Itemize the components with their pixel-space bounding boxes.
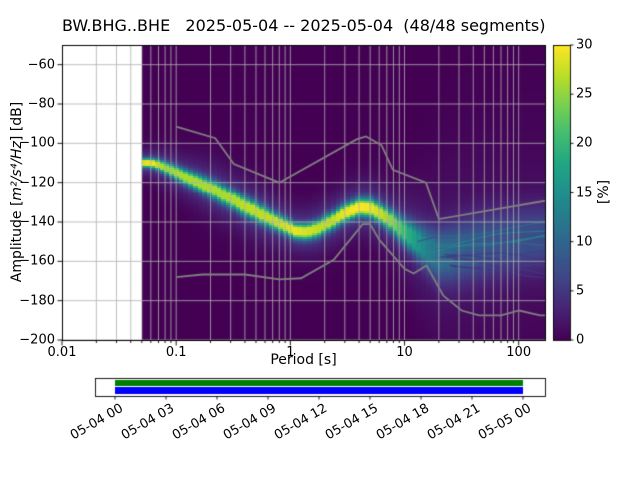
x-tick-label: 10: [396, 345, 413, 360]
timeline-tick-label: 05-04 00: [67, 401, 126, 444]
timeline-tick-label: 05-04 03: [118, 401, 177, 444]
y-tick-label: −60: [27, 57, 55, 73]
colorbar-tick-label: 15: [576, 185, 593, 200]
timeline-tick-label: 05-04 06: [169, 401, 228, 444]
y-tick-label: −160: [19, 253, 55, 269]
timeline-tick-label: 05-04 12: [271, 401, 330, 444]
x-tick-label: 0.01: [47, 345, 77, 360]
y-tick-label: −100: [19, 135, 55, 151]
y-tick-label: −140: [19, 214, 55, 230]
colorbar-tick-label: 0: [576, 332, 585, 348]
y-tick-label: −200: [19, 332, 55, 348]
timeline-tick-label: 05-04 18: [373, 401, 432, 444]
timeline-tick-label: 05-04 15: [322, 401, 381, 444]
colorbar-tick-label: 5: [576, 283, 585, 299]
y-axis-label-prefix: Amplitude [: [9, 200, 25, 283]
colorbar-tick-label: 30: [576, 37, 593, 53]
x-tick-label: 100: [506, 345, 532, 360]
y-tick-label: −120: [19, 175, 55, 191]
colorbar-label: [%]: [596, 179, 612, 205]
timeline-tick-label: 05-04 09: [220, 401, 279, 444]
colorbar-tick-label: 25: [576, 86, 593, 102]
colorbar-tick-label: 10: [576, 234, 593, 250]
plot-title: BW.BHG..BHE 2025-05-04 -- 2025-05-04 (48…: [62, 16, 546, 35]
colorbar-tick-label: 20: [576, 135, 593, 151]
x-tick-label: 0.1: [165, 345, 187, 360]
y-tick-label: −80: [27, 96, 55, 112]
x-axis-label: Period [s]: [270, 352, 337, 368]
y-tick-label: −180: [19, 293, 55, 309]
timeline-tick-label: 05-04 21: [424, 401, 483, 444]
x-tick-label: 1: [286, 345, 295, 360]
timeline-tick-label: 05-05 00: [475, 401, 534, 444]
